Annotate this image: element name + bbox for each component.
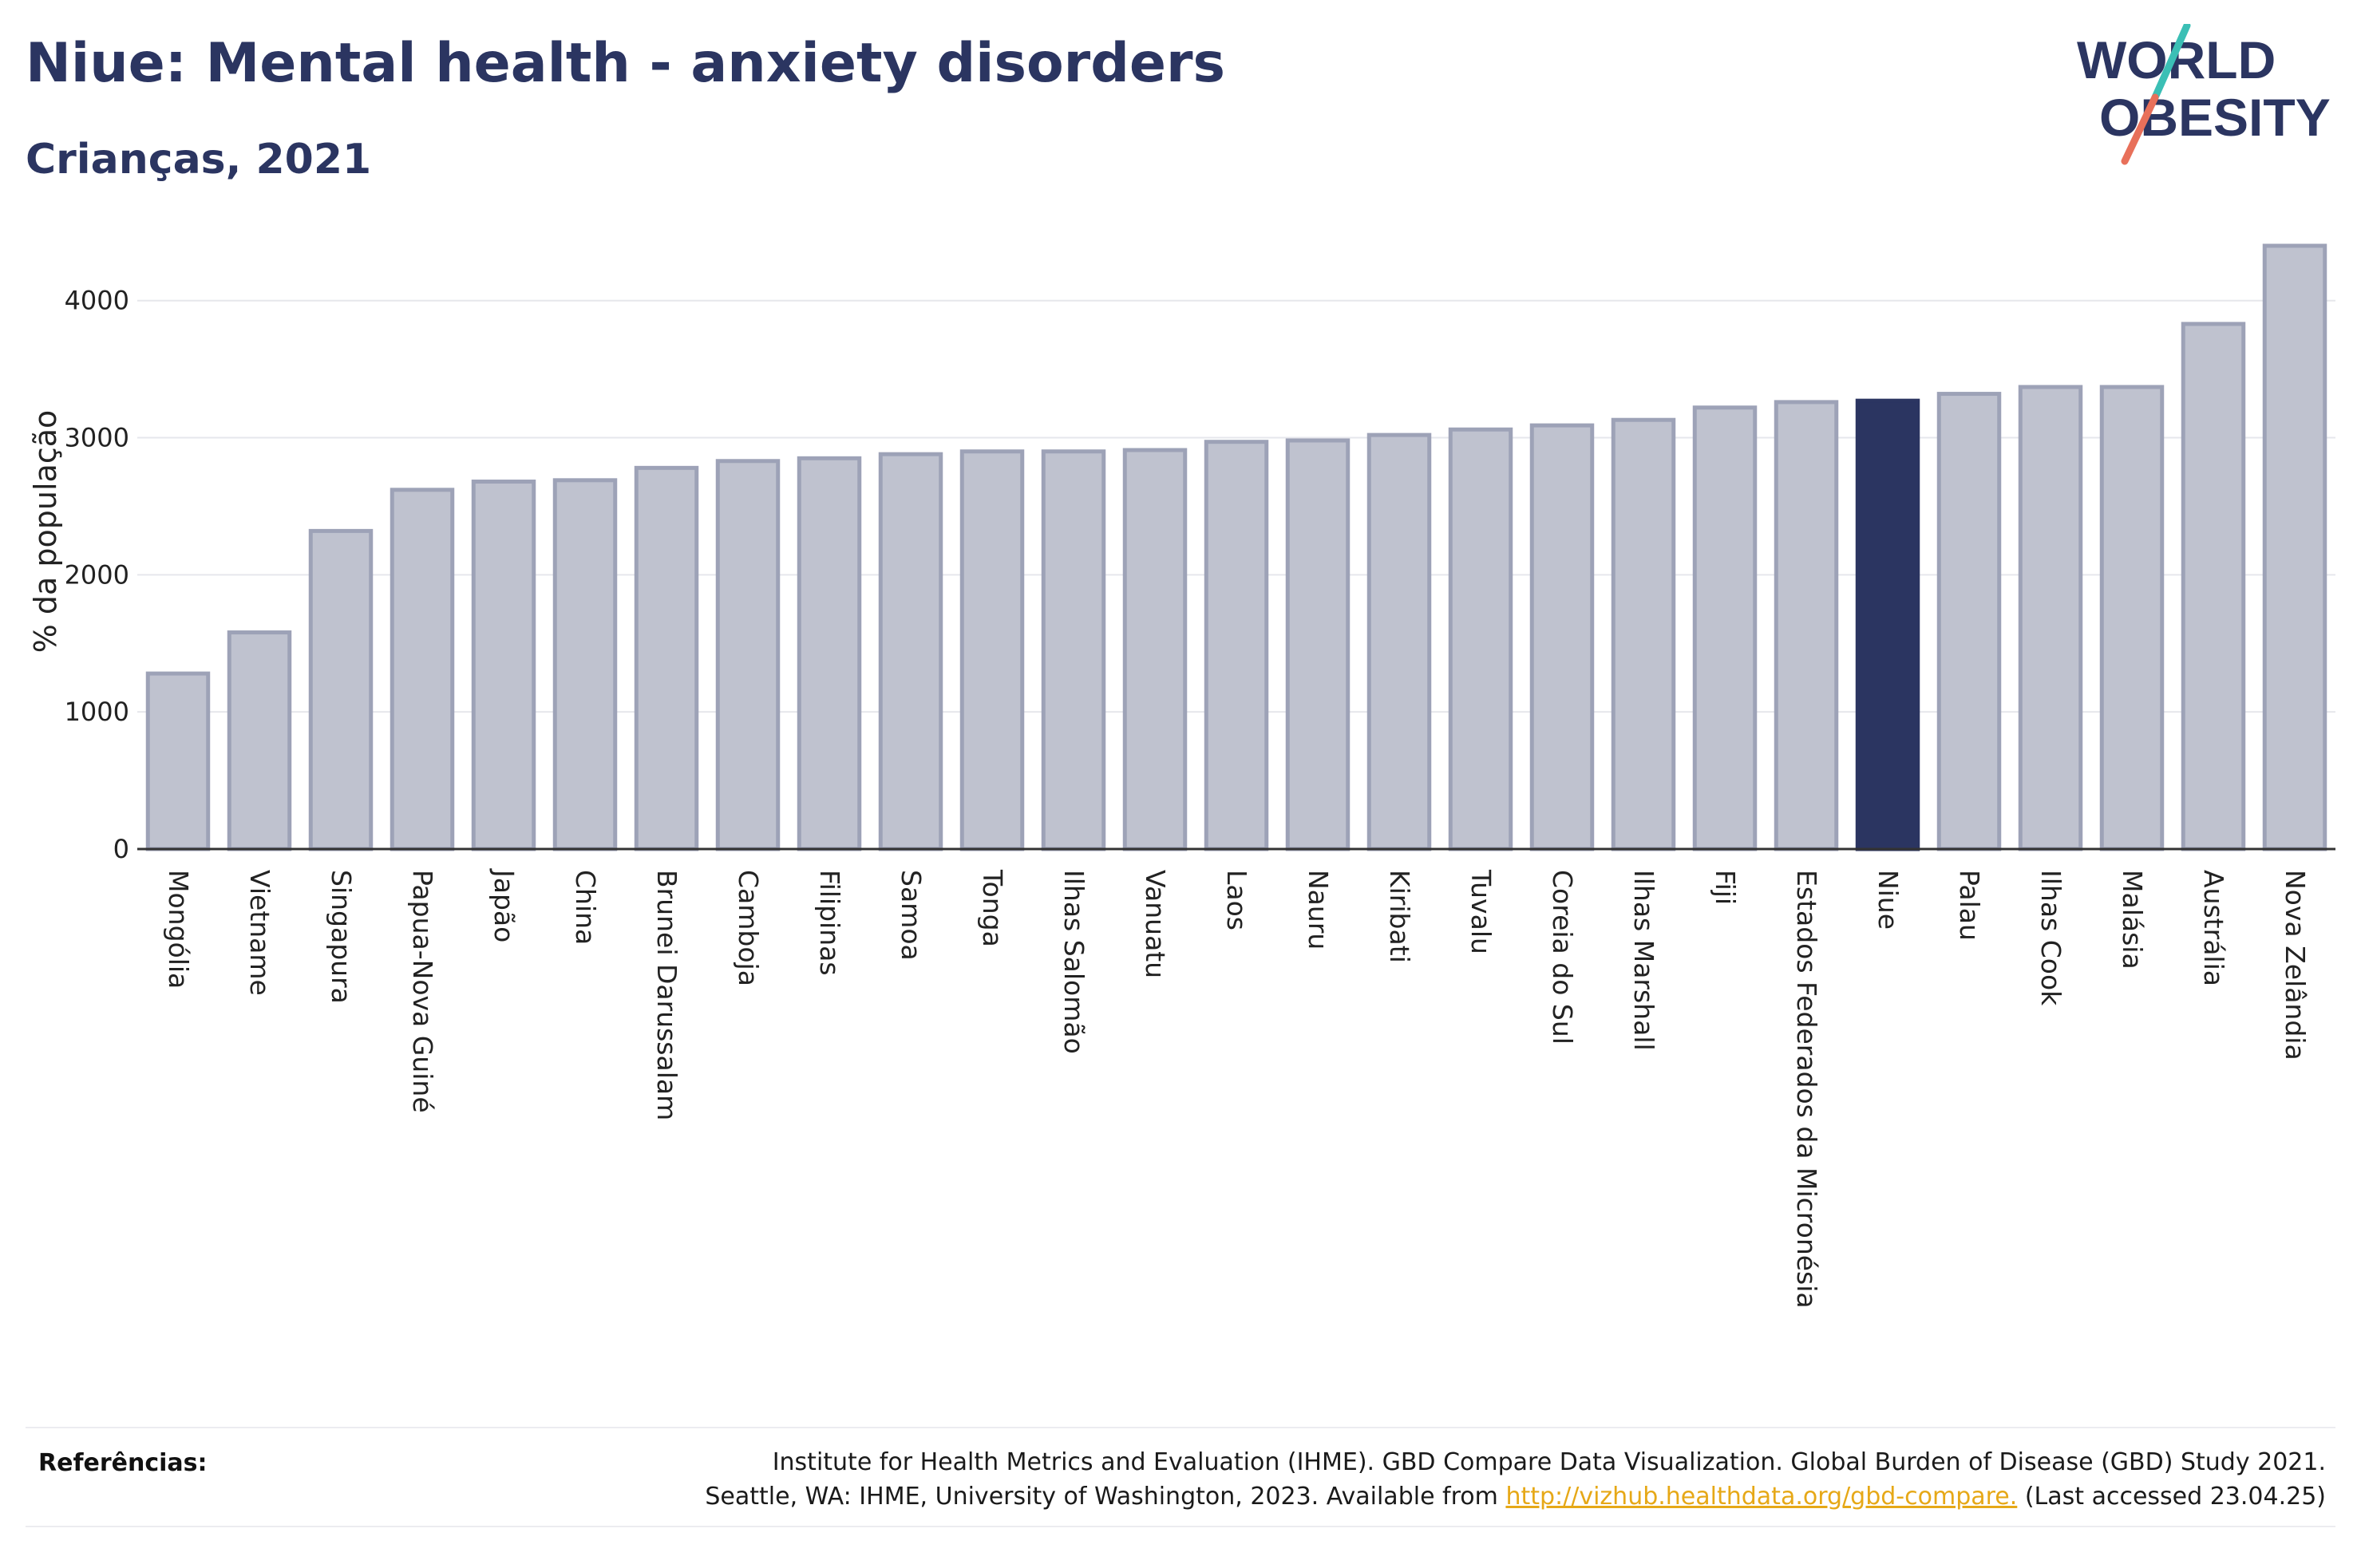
bar-chart: 0 1000 2000 3000 4000 % da população Mongólia V… (28, 243, 2335, 1309)
bar-austr-lia (2181, 322, 2246, 851)
x-tick-label: Nova Zelândia (2280, 870, 2311, 1060)
page-subtitle: Crianças, 2021 (26, 136, 372, 184)
x-tick-label: Japão (488, 868, 520, 942)
page-title: Niue: Mental health - anxiety disorders (26, 32, 1226, 95)
references-line-2-suffix: (Last accessed 23.04.25) (2024, 1482, 2326, 1511)
x-tick-label: Mongólia (163, 870, 194, 989)
logo-slash-bottom (2121, 93, 2159, 165)
bar-nova-zel-ndia (2262, 243, 2327, 851)
bar-palau (1936, 392, 2002, 851)
y-tick-label: 4000 (65, 286, 129, 316)
logo-text-world: WORLD (2077, 30, 2276, 89)
bar-estados-federados-da-micron-sia (1774, 400, 1839, 851)
bar-vietname (227, 630, 292, 851)
y-tick-label: 0 (113, 834, 129, 864)
x-tick-label: Ilhas Marshall (1628, 870, 1659, 1051)
bar-jap-o (471, 480, 536, 851)
references-label: Referências: (38, 1449, 208, 1477)
x-tick-label: Palau (1954, 870, 1985, 941)
bar-niue (1855, 398, 1920, 851)
x-tick-label: Laos (1221, 870, 1252, 930)
bar-nauru (1285, 438, 1351, 851)
bar-singapura (308, 528, 374, 851)
bar-ilhas-marshall (1611, 417, 1676, 851)
references-text: Institute for Health Metrics and Evaluat… (570, 1446, 2326, 1514)
bar-mal-sia (2099, 385, 2165, 851)
x-tick-label: Tuvalu (1465, 869, 1497, 954)
bar-tuvalu (1448, 427, 1513, 851)
bar-laos (1204, 440, 1269, 851)
bar-vanuatu (1122, 448, 1188, 851)
y-axis-label: % da população (28, 410, 63, 654)
x-tick-label: Fiji (1710, 870, 1741, 905)
x-tick-label: Niue (1873, 870, 1904, 930)
bar-ilhas-cook (2018, 385, 2083, 851)
x-tick-label: Vanuatu (1140, 870, 1171, 978)
y-tick-label: 3000 (65, 423, 129, 453)
x-tick-label: China (570, 870, 601, 945)
x-tick-label: Filipinas (814, 870, 845, 976)
world-obesity-logo: WORLD OBESITY (2077, 24, 2331, 165)
x-tick-label: Estados Federados da Micronésia (1791, 870, 1822, 1309)
x-tick-label: Singapura (326, 870, 357, 1004)
bar-brunei-darussalam (634, 465, 699, 851)
bar-ilhas-salom-o (1041, 449, 1106, 851)
x-tick-label: Samoa (896, 870, 927, 961)
bar-papua-nova-guin- (390, 488, 455, 851)
references-divider-top (26, 1427, 2335, 1428)
bar-samoa (878, 452, 943, 851)
x-tick-label: Malásia (2117, 870, 2148, 970)
references-divider-bottom (26, 1526, 2335, 1527)
references-line-1: Institute for Health Metrics and Evaluat… (772, 1448, 2326, 1476)
bar-mong-lia (145, 671, 211, 851)
logo-slash-top (2151, 24, 2191, 101)
bar-filipinas (797, 456, 862, 851)
x-tick-label: Austrália (2198, 870, 2229, 986)
x-tick-label: Ilhas Salomão (1058, 870, 1090, 1054)
references-line-2-prefix: Seattle, WA: IHME, University of Washing… (705, 1482, 1498, 1511)
y-tick-label: 2000 (65, 559, 129, 590)
bar-coreia-do-sul (1529, 423, 1595, 851)
x-tick-label: Camboja (733, 870, 764, 986)
bar-camboja (715, 459, 781, 851)
x-tick-label: Vietname (244, 870, 275, 996)
x-tick-label: Ilhas Cook (2035, 870, 2066, 1006)
bar-kiribati (1366, 432, 1432, 851)
x-tick-label: Nauru (1303, 870, 1334, 950)
x-tick-label: Papua-Nova Guiné (407, 870, 438, 1113)
x-tick-label: Coreia do Sul (1547, 870, 1578, 1045)
references-link[interactable]: http://vizhub.healthdata.org/gbd-compare… (1505, 1482, 2018, 1511)
bar-fiji (1692, 405, 1758, 851)
x-tick-label: Tonga (977, 869, 1008, 947)
references-line-2: Seattle, WA: IHME, University of Washing… (570, 1480, 2326, 1515)
y-tick-label: 1000 (65, 697, 129, 727)
x-tick-label: Brunei Darussalam (651, 870, 682, 1120)
x-tick-label: Kiribati (1384, 870, 1415, 963)
bar-tonga (959, 449, 1025, 851)
bar-china (552, 478, 618, 851)
